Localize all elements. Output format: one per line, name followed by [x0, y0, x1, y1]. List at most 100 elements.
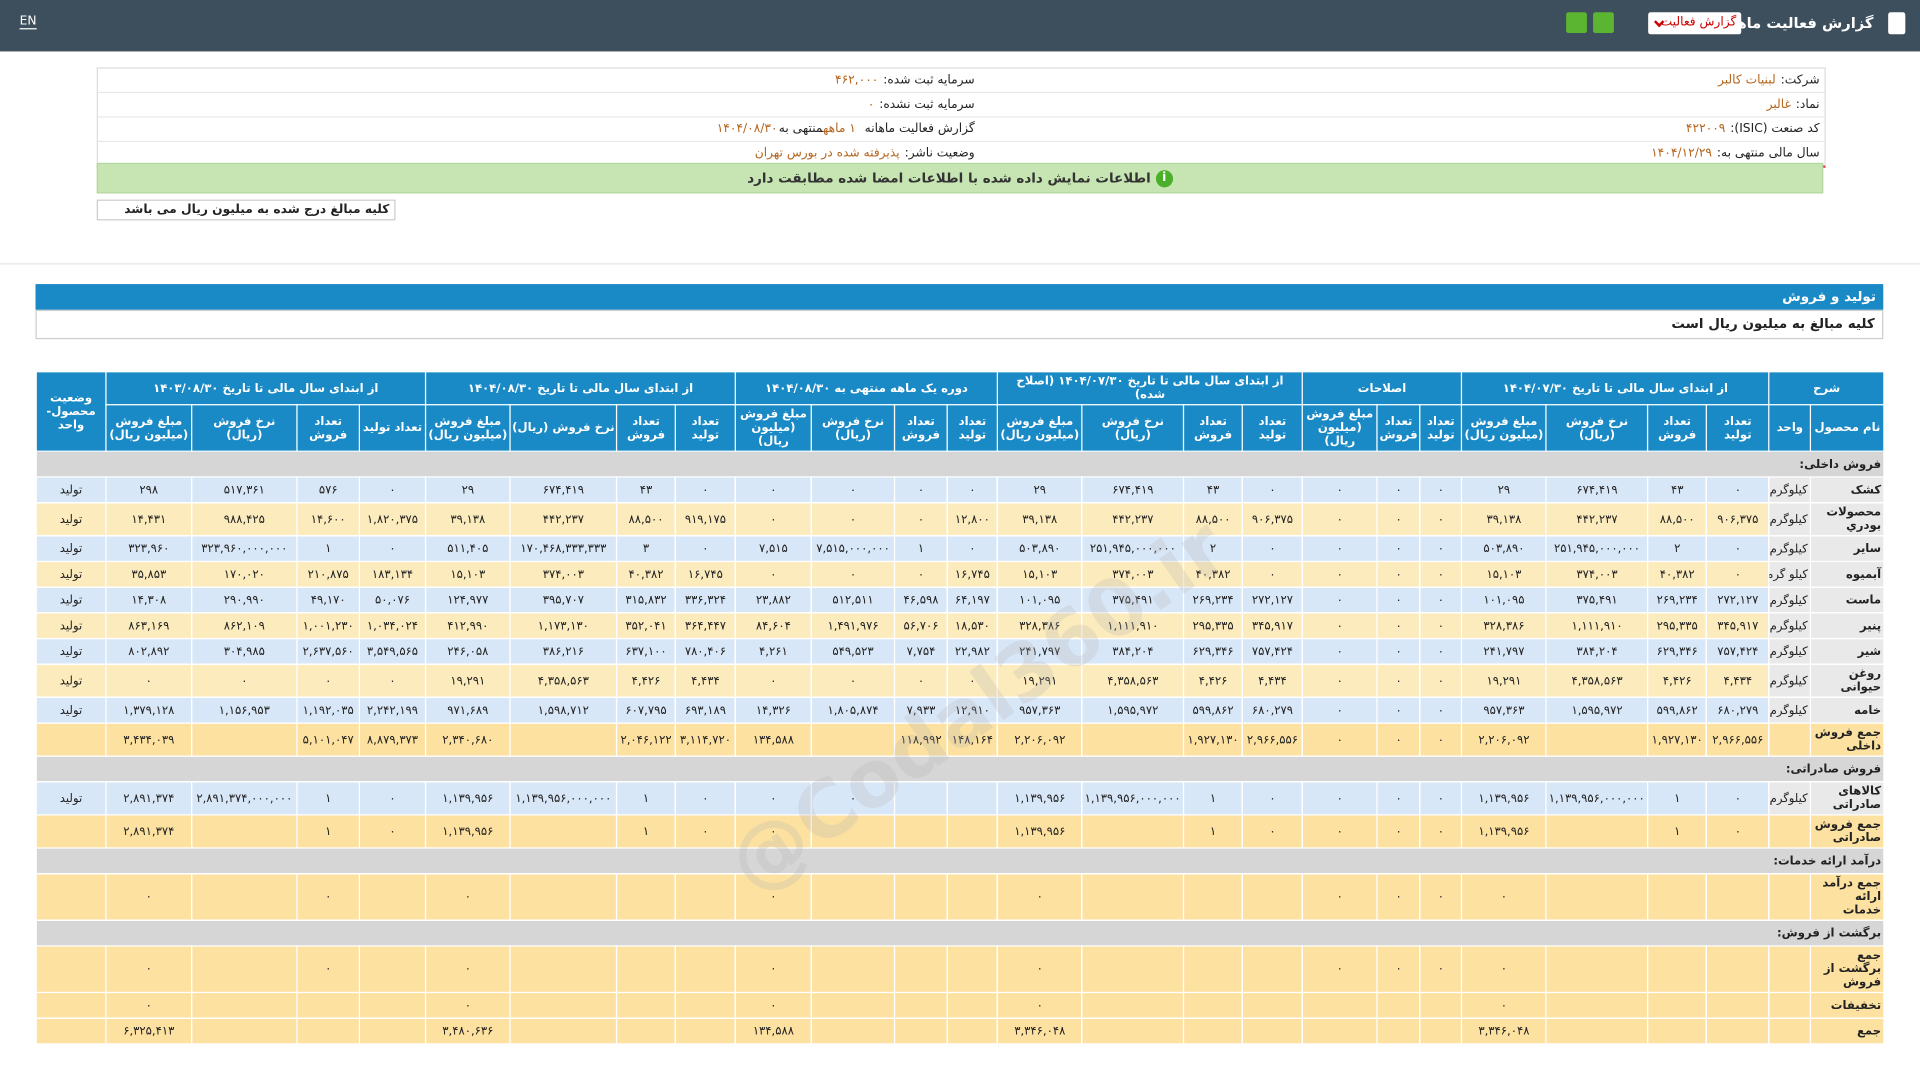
cell: ۳۰۴,۹۸۵ — [191, 637, 298, 665]
empty-cell — [191, 722, 298, 757]
value: ۱۴۰۴/۰۸/۳۰ — [716, 122, 778, 136]
empty-cell — [1376, 991, 1421, 1019]
label: سرمایه ثبت نشده: — [879, 97, 975, 112]
cell: ۱ — [296, 781, 361, 816]
cell: ۰ — [1419, 476, 1463, 504]
cell: ۱,۱۳۹,۹۵۶ — [1461, 814, 1547, 849]
cell: ۵۰۳,۸۹۰ — [996, 535, 1083, 563]
cell: تولید — [35, 612, 107, 640]
cell: تولید — [35, 637, 107, 665]
cell: ۰ — [1376, 502, 1421, 537]
cell: ۵۹۹,۸۶۲ — [1183, 696, 1244, 724]
notice-banner: iاطلاعات نمایش داده شده با اطلاعات امضا … — [96, 162, 1824, 194]
cell: کیلو گرم — [1768, 560, 1812, 588]
cell: ۰ — [810, 476, 896, 504]
value: ۱ ماهه — [822, 122, 856, 136]
cell: ۱۶,۷۴۵ — [946, 560, 999, 588]
cell: ۰ — [358, 476, 427, 504]
table-row: شیر کیلوگرم ۷۵۷,۴۲۴ ۶۲۹,۳۴۶ ۳۸۴,۲۰۴ ۲۴۱,۷۹۷ ۰ ۰… — [35, 637, 1885, 665]
cell: ۱ — [616, 781, 677, 816]
cell: ۳۴۵,۹۱۷ — [1706, 612, 1770, 640]
cell: ۳,۴۸۰,۶۳۶ — [424, 1017, 511, 1045]
section-subtitle: کلیه مبالغ به میلیون ریال است — [35, 309, 1884, 340]
cell: ۳۷۴,۰۰۳ — [1545, 560, 1649, 588]
table-row: کشک کیلوگرم ۰ ۴۳ ۶۷۴,۴۱۹ ۲۹ ۰ ۰ ۰ ۰ ۴۳ ۶۷۴,۴۱۹ ۲۹ ۰ ۰ ۰… — [35, 476, 1885, 504]
cell: ۶۸۰,۲۷۹ — [1706, 696, 1770, 724]
cell: ۱ — [1183, 814, 1244, 849]
empty-cell — [1081, 945, 1185, 994]
cell: ۰ — [894, 560, 948, 588]
cell: ۱ — [1647, 814, 1708, 849]
empty-cell — [616, 945, 677, 994]
cell: ۰ — [1241, 814, 1304, 849]
cell: ۹۱۹,۱۷۵ — [674, 502, 737, 537]
language-toggle[interactable]: EN — [19, 14, 37, 30]
cell: ۱,۱۳۹,۹۵۶ — [424, 814, 511, 849]
cell: تولید — [35, 476, 107, 504]
empty-cell — [1419, 991, 1463, 1019]
cell: ۲۲,۹۸۲ — [946, 637, 999, 665]
cell: ۸۶۳,۱۶۹ — [105, 612, 193, 640]
cell: ۲,۰۴۶,۱۲۲ — [616, 722, 677, 757]
cell: تولید — [35, 502, 107, 537]
cell: ۴,۴۳۴ — [1241, 663, 1304, 698]
cell: ۵,۱۰۱,۰۴۷ — [296, 722, 361, 757]
cell: ۳,۴۳۴,۰۳۹ — [105, 722, 193, 757]
cell: ۰ — [1301, 535, 1378, 563]
cell: سایر — [1810, 535, 1885, 563]
empty-cell — [810, 991, 896, 1019]
cell: ۳۸۴,۲۰۴ — [1545, 637, 1649, 665]
cell: ۰ — [734, 945, 813, 994]
cell: ۴۱۲,۹۹۰ — [424, 612, 511, 640]
empty-cell — [1768, 945, 1812, 994]
cell: ۰ — [1376, 586, 1421, 614]
cell: ۱ — [1183, 781, 1244, 816]
section-header: تولید و فروش — [35, 284, 1884, 310]
cell: ۰ — [105, 873, 193, 921]
cell: ۰ — [734, 560, 813, 588]
cell: ۳۵۲,۰۴۱ — [616, 612, 677, 640]
report-dropdown[interactable]: گزارش فعالیت — [1648, 12, 1742, 35]
group-header: از ابتدای سال مالی تا تاریخ ۱۴۰۳/۰۸/۳۰ — [105, 371, 427, 406]
next-button[interactable] — [1593, 12, 1614, 34]
table-row: ماست کیلوگرم ۲۷۲,۱۲۷ ۲۶۹,۲۳۴ ۳۷۵,۴۹۱ ۱۰۱,۰۹۵ ۰… — [35, 586, 1885, 614]
cell: ۵۱۷,۳۶۱ — [191, 476, 298, 504]
cell: ۲,۳۴۰,۶۸۰ — [424, 722, 511, 757]
section-cell: فروش صادراتی: — [35, 755, 1885, 783]
prev-button[interactable] — [1566, 12, 1587, 34]
empty-cell — [616, 991, 677, 1019]
cell: ۷۸۰,۴۰۶ — [674, 637, 737, 665]
cell: ۹۵۷,۳۶۳ — [1461, 696, 1547, 724]
cell: ۰ — [674, 535, 737, 563]
cell: ۴۹,۱۷۰ — [296, 586, 361, 614]
cell: ۱,۱۵۶,۹۵۳ — [191, 696, 298, 724]
empty-cell — [1706, 873, 1770, 921]
cell: ۱۸۳,۱۳۴ — [358, 560, 427, 588]
empty-cell — [1183, 873, 1244, 921]
cell: ۵۱۲,۵۱۱ — [810, 586, 896, 614]
label: منتهی به — [778, 122, 823, 136]
value: ۰ — [867, 97, 875, 112]
cell: ۱,۱۱۱,۹۱۰ — [1545, 612, 1649, 640]
cell: ۰ — [1376, 945, 1421, 994]
column-header: واحد — [1768, 404, 1812, 452]
cell: تولید — [35, 586, 107, 614]
notice-text: اطلاعات نمایش داده شده با اطلاعات امضا ش… — [747, 170, 1151, 187]
empty-cell — [191, 814, 298, 849]
cell: ۰ — [296, 945, 361, 994]
cell: ۰ — [734, 502, 813, 537]
cell: ۶۲۹,۳۴۶ — [1183, 637, 1244, 665]
table-row: پنیر کیلوگرم ۳۴۵,۹۱۷ ۲۹۵,۳۳۵ ۱,۱۱۱,۹۱۰ ۳۲۸,۳۸… — [35, 612, 1885, 640]
cell: ۰ — [1301, 814, 1378, 849]
table-row: تخفیفات ۰ ۰ ۰ ۰ ۰ — [35, 991, 1885, 1019]
table-row: سایر کیلوگرم ۰ ۲ ۲۵۱,۹۴۵,۰۰۰,۰۰۰ ۵۰۳,۸۹۰ ۰ ۰ ۰ ۰ ۲… — [35, 535, 1885, 563]
empty-cell — [296, 991, 361, 1019]
group-header: از ابتدای سال مالی تا تاریخ ۱۴۰۴/۰۷/۳۰ (… — [996, 371, 1304, 406]
cell: ۴۰,۳۸۲ — [616, 560, 677, 588]
empty-cell — [810, 945, 896, 994]
empty-cell — [1545, 945, 1649, 994]
empty-cell — [674, 991, 737, 1019]
label: وضعیت ناشر: — [904, 146, 975, 161]
empty-cell — [1183, 991, 1244, 1019]
empty-cell — [35, 991, 107, 1019]
